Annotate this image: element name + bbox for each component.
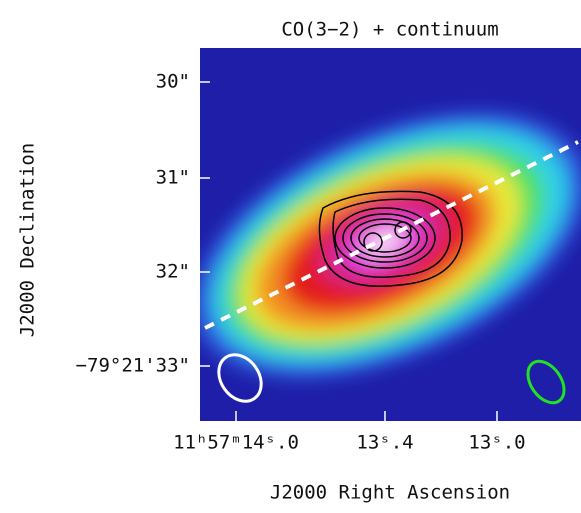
y-tick-label: −79°21'33" bbox=[76, 355, 190, 377]
y-tick-label: 32" bbox=[156, 261, 190, 283]
major-axis-line bbox=[204, 140, 579, 330]
x-tick-label: 13ˢ.0 bbox=[468, 432, 525, 454]
axis-ticks bbox=[200, 81, 498, 421]
y-tick-label: 31" bbox=[156, 167, 190, 189]
contours bbox=[318, 190, 463, 287]
x-axis-label: J2000 Right Ascension bbox=[270, 482, 510, 504]
y-axis-label: J2000 Declination bbox=[17, 143, 39, 337]
x-tick-label: 13ˢ.4 bbox=[356, 432, 413, 454]
beam-green bbox=[526, 359, 566, 405]
title: CO(3−2) + continuum bbox=[281, 19, 498, 41]
map-image bbox=[200, 48, 581, 421]
y-tick-label: 30" bbox=[156, 71, 190, 93]
beam-white bbox=[217, 353, 263, 403]
x-tick-label: 11ʰ57ᵐ14ˢ.0 bbox=[173, 432, 299, 454]
